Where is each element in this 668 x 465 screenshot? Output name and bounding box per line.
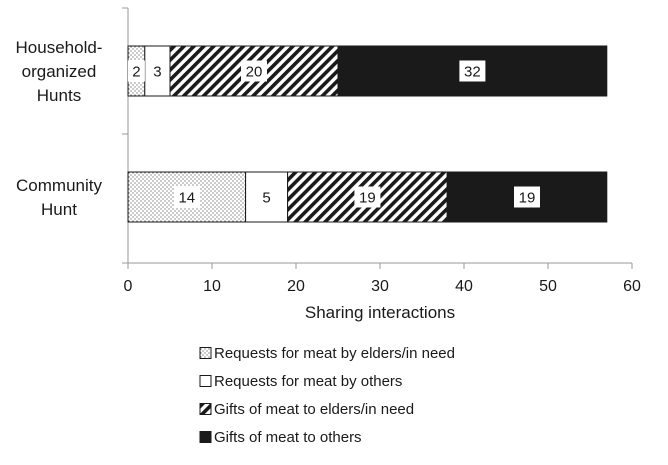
axes: 0 10 20 30 40 50 60 Sharing interactions <box>122 7 641 322</box>
x-tick-label-3: 30 <box>371 278 389 295</box>
data-label-0-0: 2 <box>132 64 140 81</box>
x-tick-label-5: 50 <box>539 278 557 295</box>
bar-1-series-1 <box>245 171 289 223</box>
data-label-box-0-2 <box>241 60 267 82</box>
data-label-box-1-2 <box>354 186 381 208</box>
x-tick-label-6: 60 <box>623 278 641 295</box>
category-label-0-line-0: Household- <box>16 38 103 57</box>
x-tick-label-2: 20 <box>287 278 305 295</box>
data-label-box-1-0 <box>173 186 200 208</box>
x-axis-title: Sharing interactions <box>305 303 455 322</box>
category-label-0-line-1: organized <box>22 62 97 81</box>
category-label-0-line-2: Hunts <box>37 86 81 105</box>
data-label-1-1: 5 <box>262 190 270 207</box>
legend: Requests for meat by elders/in need Reque… <box>199 345 455 446</box>
legend-label-3: Gifts of meat to others <box>214 429 362 446</box>
category-label-1-line-0: Community <box>16 176 102 195</box>
legend-label-0: Requests for meat by elders/in need <box>214 345 455 362</box>
x-tick-label-1: 10 <box>203 278 221 295</box>
data-label-0-3: 32 <box>464 64 481 81</box>
legend-swatch-0 <box>199 347 212 359</box>
legend-label-1: Requests for meat by others <box>214 373 402 390</box>
legend-label-2: Gifts of meat to elders/in need <box>214 401 414 418</box>
data-label-box-0-3 <box>459 60 486 82</box>
data-label-1-3: 19 <box>519 190 536 207</box>
data-label-0-2: 20 <box>246 64 263 81</box>
data-label-1-0: 14 <box>178 190 195 207</box>
category-label-1-line-1: Hunt <box>41 200 77 219</box>
bars <box>127 45 608 223</box>
data-label-0-1: 3 <box>153 64 161 81</box>
data-label-box-0-0 <box>127 60 145 82</box>
data-label-1-2: 19 <box>359 190 376 207</box>
legend-swatch-2 <box>199 403 212 415</box>
legend-swatch-1 <box>199 375 212 387</box>
x-tick-label-4: 40 <box>455 278 473 295</box>
legend-swatch-3 <box>199 431 212 443</box>
data-label-box-1-3 <box>514 186 540 208</box>
x-tick-label-0: 0 <box>124 278 133 295</box>
